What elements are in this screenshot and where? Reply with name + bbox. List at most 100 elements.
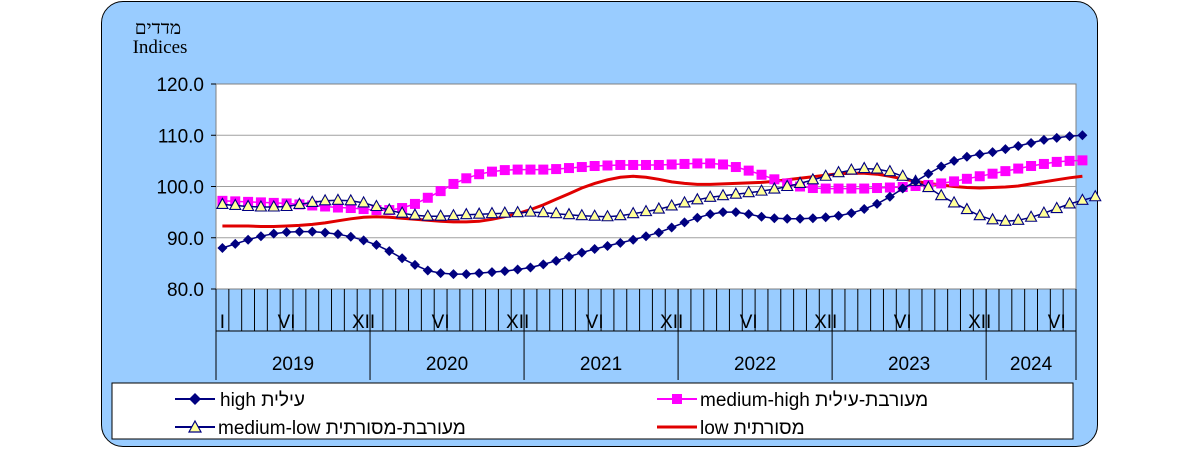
data-point — [563, 251, 574, 262]
data-point — [486, 166, 497, 177]
data-point — [859, 183, 870, 194]
data-point — [872, 198, 883, 209]
data-point — [1088, 189, 1102, 202]
data-point — [485, 206, 499, 219]
x-month-label: VI — [894, 312, 912, 333]
data-point — [780, 179, 794, 192]
data-point — [589, 161, 600, 171]
data-point — [1026, 137, 1037, 148]
data-point — [947, 195, 961, 208]
data-point — [973, 208, 987, 221]
data-point — [243, 234, 254, 245]
legend-item-medium-low: medium-low מעורבת-מסורתית — [175, 418, 466, 439]
data-point — [923, 168, 934, 179]
data-point — [846, 208, 857, 219]
data-point — [551, 255, 562, 266]
data-point — [499, 165, 510, 176]
data-point — [268, 228, 279, 239]
data-point — [833, 183, 844, 194]
data-point — [524, 204, 537, 217]
data-point — [769, 213, 780, 224]
data-point — [435, 268, 446, 279]
data-point — [666, 222, 677, 233]
data-point — [230, 238, 241, 249]
data-point — [844, 162, 858, 175]
data-point — [384, 246, 395, 257]
series-medium-low — [215, 161, 1102, 226]
data-point — [358, 204, 369, 215]
data-point — [872, 183, 883, 194]
data-point — [228, 198, 242, 211]
data-point — [987, 168, 998, 179]
data-point — [626, 206, 640, 219]
x-year-label: 2020 — [426, 354, 468, 375]
data-point — [241, 199, 255, 212]
x-month-label: XII — [660, 312, 683, 333]
data-point — [820, 212, 831, 223]
data-point — [615, 159, 626, 170]
data-point — [743, 165, 754, 176]
data-point — [1038, 158, 1049, 169]
data-point — [511, 205, 525, 218]
data-point — [344, 193, 358, 206]
data-point — [422, 192, 433, 203]
data-point — [653, 159, 664, 170]
data-point — [434, 209, 448, 221]
data-point — [512, 164, 523, 175]
data-point — [870, 161, 884, 174]
data-point — [525, 164, 536, 175]
data-point — [692, 212, 703, 223]
y-tick-label: 120.0 — [156, 75, 204, 96]
data-point — [280, 199, 294, 212]
data-point — [705, 158, 716, 169]
data-point — [1038, 134, 1049, 145]
data-point — [961, 151, 972, 162]
data-point — [896, 169, 910, 181]
data-point — [498, 206, 512, 218]
data-point — [1064, 131, 1075, 142]
data-point — [345, 203, 356, 214]
data-point — [459, 207, 473, 220]
legend-label-low: low מסורתית — [700, 418, 805, 439]
data-point — [422, 265, 433, 276]
data-point — [536, 205, 550, 218]
legend-label-medium-high: medium-high מעורבת-עילית — [700, 390, 928, 411]
data-point — [588, 209, 602, 221]
data-point — [921, 180, 935, 193]
data-point — [525, 262, 536, 273]
data-point — [448, 178, 459, 189]
x-month-label: VI — [278, 312, 296, 333]
data-point — [820, 183, 831, 194]
data-point — [755, 183, 768, 196]
x-axis: I VI XII VI XII VI XII VI XII VI XII VI 2019 2020 2021… — [215, 289, 1077, 380]
data-point — [331, 193, 345, 205]
data-point — [756, 169, 767, 180]
data-point — [665, 198, 679, 211]
data-point — [819, 169, 833, 181]
data-point — [1013, 163, 1024, 174]
data-point — [1000, 144, 1011, 155]
data-point — [793, 176, 807, 188]
data-point — [293, 197, 306, 209]
data-point — [318, 193, 332, 206]
data-point — [1024, 210, 1038, 222]
x-month-label: XII — [814, 312, 837, 333]
data-point — [628, 159, 639, 170]
data-point — [998, 214, 1012, 226]
x-month-label: XII — [506, 312, 529, 333]
data-point — [718, 159, 729, 170]
data-point — [1013, 141, 1024, 152]
data-point — [974, 171, 985, 182]
data-point — [409, 259, 420, 270]
data-point — [690, 192, 704, 205]
data-point — [1011, 213, 1025, 225]
data-point — [602, 160, 613, 171]
data-point — [703, 190, 717, 202]
data-point — [949, 155, 960, 166]
data-point — [795, 213, 806, 224]
data-point — [461, 269, 472, 280]
x-year-label: 2021 — [580, 354, 622, 375]
x-month-label: XII — [352, 312, 375, 333]
data-point — [1077, 155, 1088, 166]
